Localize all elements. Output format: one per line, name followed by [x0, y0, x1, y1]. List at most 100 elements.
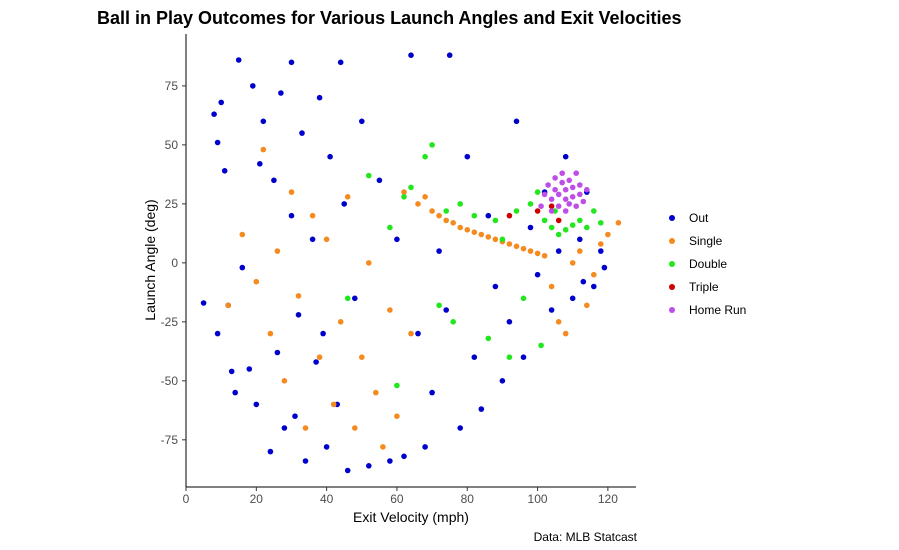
point-out-72 — [598, 248, 604, 254]
point-out-42 — [394, 236, 400, 243]
point-home-run-13 — [562, 186, 569, 193]
point-single-49 — [584, 302, 590, 309]
point-out-55 — [485, 212, 492, 219]
legend-key-double — [669, 261, 675, 267]
point-out-47 — [429, 389, 435, 396]
point-double-27 — [569, 222, 576, 228]
legend: Out Single Double Triple Home Run — [669, 211, 746, 317]
point-single-44 — [548, 283, 555, 290]
x-tick-label: 0 — [183, 492, 190, 506]
point-double-29 — [584, 224, 590, 231]
point-single-23 — [401, 189, 407, 195]
point-single-21 — [387, 307, 393, 313]
point-home-run-3 — [548, 208, 555, 214]
y-axis-label: Launch Angle (deg) — [142, 199, 158, 320]
point-double-25 — [555, 231, 562, 238]
point-out-24 — [295, 312, 302, 318]
point-single-29 — [443, 217, 450, 224]
point-single-26 — [422, 194, 428, 200]
point-single-52 — [605, 231, 611, 238]
point-out-12 — [250, 83, 256, 89]
point-triple-1 — [534, 208, 541, 214]
point-out-18 — [274, 349, 281, 356]
legend-key-single — [669, 238, 675, 244]
point-out-58 — [506, 319, 513, 325]
point-single-50 — [591, 271, 597, 278]
point-double-12 — [471, 212, 478, 219]
point-single-5 — [274, 248, 281, 254]
point-single-9 — [302, 425, 309, 431]
point-out-5 — [221, 168, 228, 174]
point-home-run-8 — [555, 191, 562, 198]
point-double-30 — [591, 208, 597, 214]
y-tick-label: 75 — [165, 79, 179, 93]
point-out-19 — [278, 90, 284, 96]
point-single-11 — [316, 354, 323, 361]
legend-label-triple: Triple — [689, 280, 719, 294]
point-single-0 — [225, 302, 231, 309]
point-out-62 — [534, 271, 541, 278]
point-single-48 — [577, 248, 583, 254]
point-double-9 — [443, 208, 450, 214]
point-out-27 — [309, 236, 316, 243]
point-single-14 — [337, 319, 344, 325]
point-out-9 — [235, 57, 242, 63]
point-out-39 — [366, 463, 372, 469]
point-single-35 — [485, 234, 492, 240]
point-home-run-22 — [580, 198, 587, 205]
point-double-4 — [401, 194, 407, 200]
point-home-run-0 — [538, 203, 544, 209]
point-single-41 — [527, 248, 534, 254]
point-out-16 — [267, 448, 274, 455]
point-out-56 — [492, 283, 499, 290]
point-home-run-14 — [566, 201, 572, 207]
point-out-67 — [569, 295, 576, 302]
point-single-30 — [450, 220, 457, 226]
point-single-18 — [366, 260, 372, 266]
points-layer — [200, 52, 622, 474]
point-single-32 — [464, 227, 471, 233]
y-tick-label: -75 — [161, 433, 179, 447]
point-single-2 — [253, 278, 260, 285]
point-double-0 — [344, 295, 351, 302]
point-single-34 — [478, 231, 485, 238]
point-out-22 — [288, 59, 295, 66]
x-tick-label: 120 — [598, 492, 618, 506]
x-tick-label: 40 — [320, 492, 334, 506]
point-single-28 — [436, 212, 442, 219]
point-triple-2 — [548, 203, 555, 209]
point-double-6 — [422, 153, 428, 160]
point-out-35 — [341, 201, 348, 207]
point-home-run-5 — [552, 186, 558, 193]
point-out-43 — [401, 453, 407, 460]
point-single-46 — [562, 330, 569, 337]
point-out-53 — [471, 354, 478, 361]
point-single-40 — [520, 245, 527, 252]
point-out-60 — [520, 354, 527, 361]
point-single-27 — [429, 208, 435, 214]
point-out-41 — [387, 458, 393, 464]
point-out-59 — [513, 118, 520, 125]
point-single-33 — [471, 229, 478, 235]
point-single-8 — [295, 293, 302, 299]
point-out-3 — [214, 139, 221, 146]
point-home-run-4 — [548, 196, 555, 202]
point-home-run-7 — [555, 203, 562, 209]
point-out-29 — [316, 94, 323, 101]
point-double-22 — [541, 217, 548, 224]
y-tick-label: -25 — [161, 315, 179, 329]
x-tick-label: 100 — [528, 492, 548, 506]
point-single-19 — [373, 389, 379, 396]
point-home-run-12 — [562, 196, 569, 202]
point-double-5 — [408, 184, 414, 191]
point-out-71 — [591, 283, 597, 290]
point-single-7 — [288, 189, 295, 195]
x-tick-label: 20 — [250, 492, 264, 506]
point-single-31 — [457, 224, 464, 231]
point-double-26 — [562, 227, 569, 233]
point-out-25 — [299, 130, 305, 136]
point-home-run-1 — [541, 191, 548, 198]
point-out-1 — [211, 111, 217, 117]
point-out-37 — [352, 295, 358, 302]
